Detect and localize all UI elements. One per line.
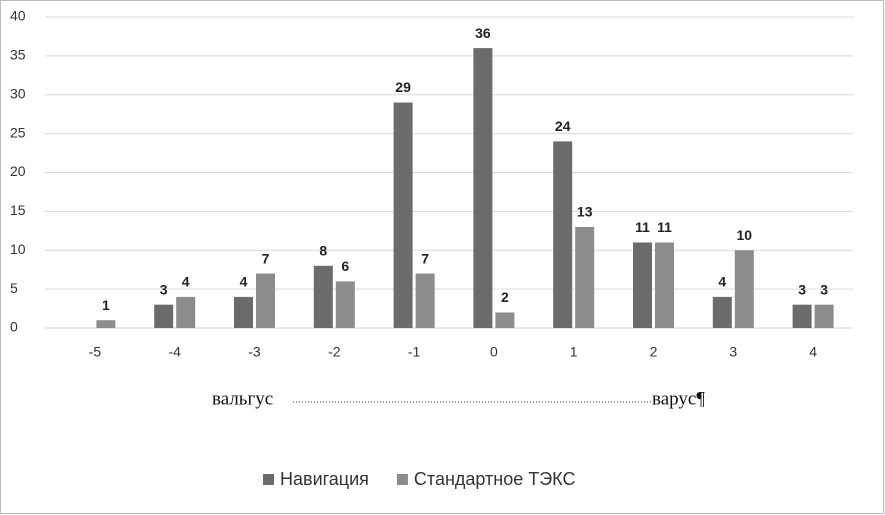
data-label: 1 (102, 297, 110, 313)
annotation-left: вальгус (212, 388, 273, 409)
bar (575, 226, 595, 328)
annotation-right: варус¶ (652, 388, 705, 409)
bar (473, 48, 493, 328)
bar (415, 273, 435, 328)
data-label: 8 (319, 243, 327, 259)
legend-swatch (396, 474, 408, 485)
x-tick-label: -1 (408, 344, 421, 360)
bar (655, 242, 674, 328)
bar (734, 250, 754, 328)
x-tick-label: 3 (729, 344, 737, 360)
legend-label: Навигация (280, 469, 369, 489)
data-label: 4 (240, 274, 248, 290)
bar (154, 304, 174, 328)
x-tick-label: 2 (650, 344, 658, 360)
data-label: 4 (718, 274, 726, 290)
data-label: 2 (501, 289, 509, 305)
y-tick-label: 20 (10, 163, 26, 179)
x-tick-label: -5 (89, 344, 102, 360)
data-label: 11 (657, 219, 672, 235)
x-tick-label: 1 (570, 344, 578, 360)
data-label: 36 (475, 25, 491, 41)
data-label: 24 (555, 118, 571, 134)
bar (335, 281, 355, 328)
bar (792, 304, 812, 328)
data-label: 13 (577, 204, 593, 220)
x-tick-label: -3 (248, 344, 261, 360)
data-label: 10 (737, 227, 753, 243)
bar (712, 296, 732, 328)
x-tick-label: -2 (328, 344, 341, 360)
x-tick-label: -4 (168, 344, 181, 360)
y-tick-label: 30 (10, 85, 26, 101)
bar (256, 273, 275, 328)
data-label: 4 (182, 274, 190, 290)
data-label: 6 (341, 258, 349, 274)
bar (495, 312, 515, 328)
y-tick-label: 40 (10, 8, 26, 24)
legend-label: Стандартное ТЭКС (414, 469, 576, 489)
bar (633, 242, 652, 328)
x-tick-label: 0 (490, 344, 498, 360)
y-tick-label: 10 (10, 241, 26, 257)
y-tick-label: 35 (10, 47, 26, 63)
legend-swatch (263, 474, 274, 485)
bar (234, 296, 253, 328)
y-tick-label: 25 (10, 124, 26, 140)
data-label: 3 (798, 281, 806, 297)
bar (176, 296, 196, 328)
data-label: 3 (820, 281, 828, 297)
x-tick-label: 4 (809, 344, 817, 360)
data-label: 11 (635, 219, 650, 235)
y-tick-label: 5 (10, 280, 18, 296)
bar (393, 102, 413, 329)
bar (814, 304, 834, 328)
y-tick-label: 15 (10, 202, 26, 218)
data-label: 29 (395, 79, 411, 95)
data-label: 3 (160, 281, 168, 297)
bar (553, 141, 573, 328)
y-tick-label: 0 (10, 319, 18, 335)
data-label: 7 (421, 250, 429, 266)
bar (96, 320, 116, 328)
bar (313, 265, 333, 328)
data-label: 7 (262, 250, 270, 266)
